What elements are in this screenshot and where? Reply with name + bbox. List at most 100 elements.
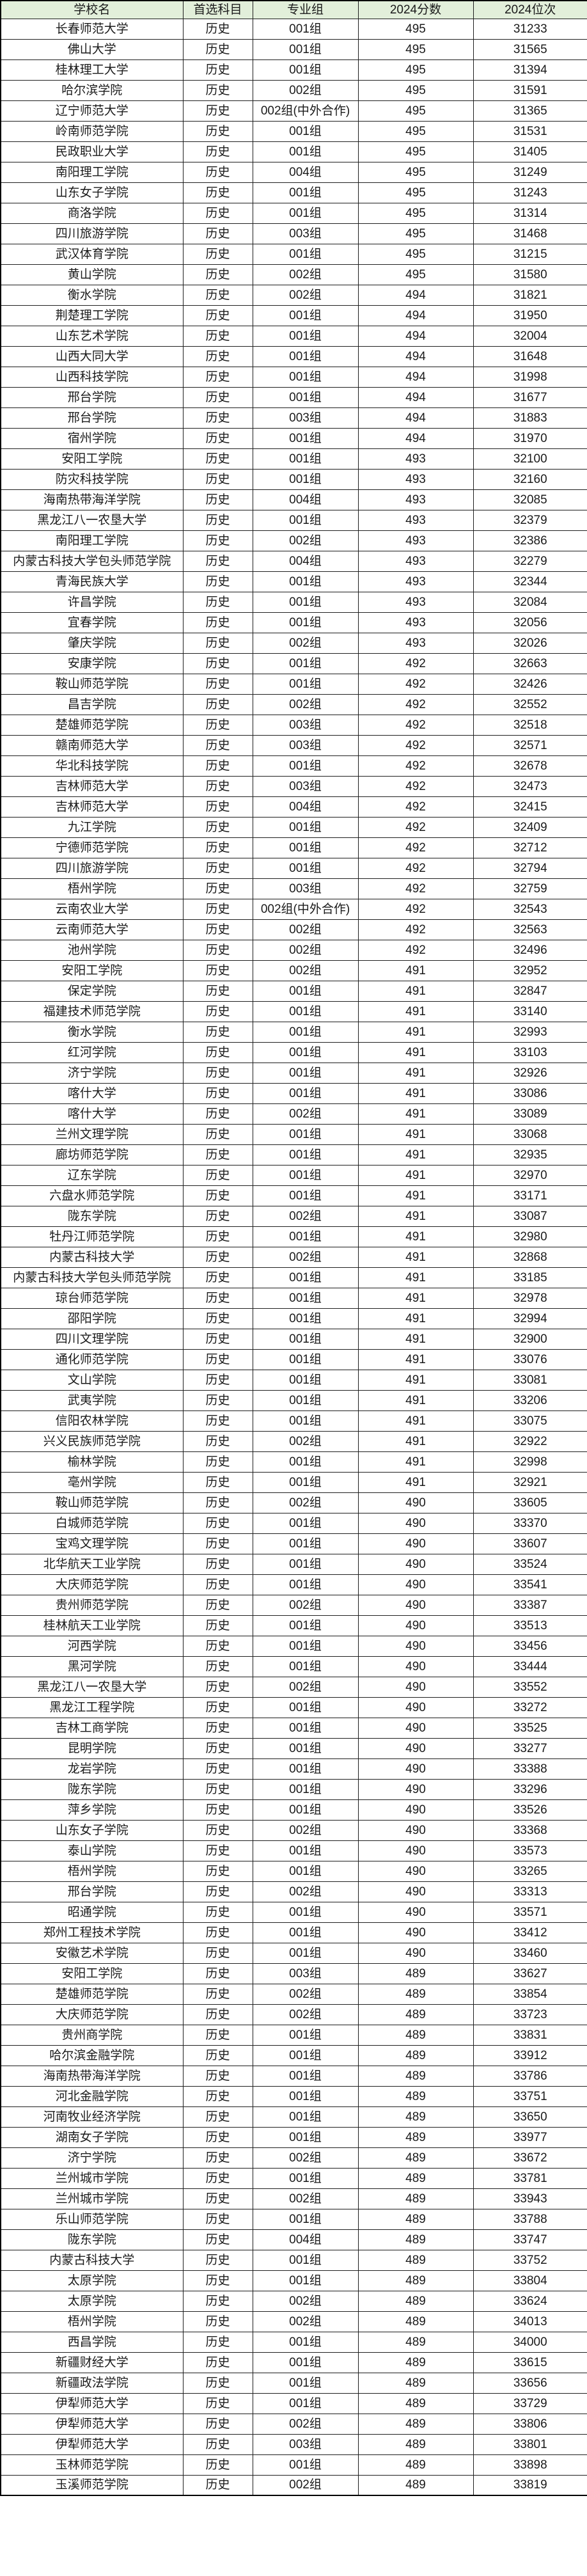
cell-major-group: 002组 xyxy=(252,284,359,306)
cell-major-group: 001组 xyxy=(252,1062,359,1084)
cell-first-subject: 历史 xyxy=(182,2065,253,2087)
cell-rank-2024: 31565 xyxy=(473,38,587,60)
cell-first-subject: 历史 xyxy=(182,1533,253,1554)
table-row: 黑龙江八一农垦大学 历史 002组 490 33552 xyxy=(0,1676,587,1698)
cell-school-name: 邢台学院 xyxy=(0,407,184,429)
cell-school-name: 肇庆学院 xyxy=(0,632,184,654)
table-row: 伊犁师范大学 历史 001组 489 33729 xyxy=(0,2392,587,2414)
table-row: 陇东学院 历史 002组 491 33087 xyxy=(0,1205,587,1227)
cell-rank-2024: 33571 xyxy=(473,1901,587,1923)
cell-score-2024: 490 xyxy=(357,1922,474,1943)
cell-school-name: 民政职业大学 xyxy=(0,141,184,162)
cell-score-2024: 489 xyxy=(357,2147,474,2169)
table-row: 邢台学院 历史 003组 494 31883 xyxy=(0,407,587,429)
cell-first-subject: 历史 xyxy=(182,1963,253,1984)
cell-rank-2024: 33370 xyxy=(473,1512,587,1534)
cell-major-group: 002组 xyxy=(252,79,359,101)
cell-score-2024: 495 xyxy=(357,120,474,142)
table-row: 萍乡学院 历史 001组 490 33526 xyxy=(0,1799,587,1821)
cell-rank-2024: 32379 xyxy=(473,509,587,531)
table-row: 吉林工商学院 历史 001组 490 33525 xyxy=(0,1717,587,1739)
cell-school-name: 武夷学院 xyxy=(0,1389,184,1411)
cell-rank-2024: 34013 xyxy=(473,2311,587,2332)
table-row: 哈尔滨金融学院 历史 001组 489 33912 xyxy=(0,2044,587,2066)
cell-rank-2024: 33185 xyxy=(473,1267,587,1288)
cell-rank-2024: 32970 xyxy=(473,1164,587,1186)
cell-first-subject: 历史 xyxy=(182,1103,253,1125)
cell-school-name: 海南热带海洋学院 xyxy=(0,2065,184,2087)
table-row: 梧州学院 历史 002组 489 34013 xyxy=(0,2311,587,2332)
cell-score-2024: 491 xyxy=(357,980,474,1002)
cell-first-subject: 历史 xyxy=(182,468,253,490)
cell-score-2024: 492 xyxy=(357,673,474,695)
cell-major-group: 001组 xyxy=(252,1778,359,1800)
table-row: 安阳工学院 历史 001组 493 32100 xyxy=(0,448,587,470)
cell-major-group: 002组 xyxy=(252,1246,359,1268)
cell-score-2024: 489 xyxy=(357,2003,474,2025)
cell-school-name: 昌吉学院 xyxy=(0,693,184,715)
cell-first-subject: 历史 xyxy=(182,693,253,715)
cell-score-2024: 494 xyxy=(357,325,474,347)
cell-school-name: 辽宁师范大学 xyxy=(0,100,184,122)
cell-major-group: 001组 xyxy=(252,1308,359,1329)
cell-first-subject: 历史 xyxy=(182,550,253,572)
cell-rank-2024: 32084 xyxy=(473,591,587,613)
cell-rank-2024: 31394 xyxy=(473,59,587,81)
table-row: 山西大同大学 历史 001组 494 31648 xyxy=(0,345,587,367)
cell-major-group: 001组 xyxy=(252,1082,359,1104)
cell-first-subject: 历史 xyxy=(182,1492,253,1513)
cell-major-group: 001组 xyxy=(252,2372,359,2394)
cell-score-2024: 494 xyxy=(357,284,474,306)
table-row: 黑河学院 历史 001组 490 33444 xyxy=(0,1655,587,1677)
table-row: 玉溪师范学院 历史 002组 489 33819 xyxy=(0,2474,587,2496)
cell-school-name: 赣南师范大学 xyxy=(0,734,184,756)
cell-rank-2024: 32952 xyxy=(473,960,587,981)
cell-score-2024: 490 xyxy=(357,1819,474,1841)
cell-score-2024: 489 xyxy=(357,2208,474,2230)
cell-score-2024: 489 xyxy=(357,2167,474,2189)
cell-rank-2024: 31821 xyxy=(473,284,587,306)
cell-school-name: 黑龙江八一农垦大学 xyxy=(0,509,184,531)
cell-rank-2024: 33068 xyxy=(473,1123,587,1145)
cell-score-2024: 491 xyxy=(357,1144,474,1166)
cell-school-name: 衡水学院 xyxy=(0,284,184,306)
cell-rank-2024: 32004 xyxy=(473,325,587,347)
table-row: 宁德师范学院 历史 001组 492 32712 xyxy=(0,837,587,858)
table-row: 喀什大学 历史 001组 491 33086 xyxy=(0,1082,587,1104)
cell-first-subject: 历史 xyxy=(182,386,253,408)
table-row: 贵州师范学院 历史 002组 490 33387 xyxy=(0,1594,587,1616)
cell-school-name: 大庆师范学院 xyxy=(0,2003,184,2025)
cell-major-group: 001组 xyxy=(252,1287,359,1309)
cell-school-name: 桂林理工大学 xyxy=(0,59,184,81)
cell-first-subject: 历史 xyxy=(182,2392,253,2414)
cell-school-name: 哈尔滨金融学院 xyxy=(0,2044,184,2066)
cell-school-name: 辽东学院 xyxy=(0,1164,184,1186)
table-row: 吉林师范大学 历史 004组 492 32415 xyxy=(0,796,587,818)
cell-rank-2024: 32921 xyxy=(473,1471,587,1493)
cell-first-subject: 历史 xyxy=(182,1696,253,1718)
table-row: 梧州学院 历史 001组 490 33265 xyxy=(0,1860,587,1882)
cell-school-name: 桂林航天工业学院 xyxy=(0,1615,184,1636)
cell-first-subject: 历史 xyxy=(182,2454,253,2476)
col-header-major-group: 专业组 xyxy=(252,0,359,19)
cell-rank-2024: 33552 xyxy=(473,1676,587,1698)
cell-first-subject: 历史 xyxy=(182,59,253,81)
table-row: 华北科技学院 历史 001组 492 32678 xyxy=(0,755,587,777)
cell-school-name: 楚雄师范学院 xyxy=(0,1983,184,2005)
cell-first-subject: 历史 xyxy=(182,1226,253,1247)
cell-major-group: 001组 xyxy=(252,1615,359,1636)
cell-rank-2024: 33277 xyxy=(473,1737,587,1759)
cell-first-subject: 历史 xyxy=(182,141,253,162)
cell-first-subject: 历史 xyxy=(182,223,253,244)
cell-major-group: 001组 xyxy=(252,1164,359,1186)
cell-major-group: 001组 xyxy=(252,2270,359,2291)
cell-major-group: 003组 xyxy=(252,878,359,899)
cell-score-2024: 491 xyxy=(357,1348,474,1370)
cell-first-subject: 历史 xyxy=(182,1430,253,1452)
table-row: 长春师范大学 历史 001组 495 31233 xyxy=(0,18,587,40)
cell-rank-2024: 33801 xyxy=(473,2433,587,2455)
table-row: 四川文理学院 历史 001组 491 32900 xyxy=(0,1328,587,1350)
cell-score-2024: 492 xyxy=(357,919,474,940)
cell-school-name: 大庆师范学院 xyxy=(0,1574,184,1595)
cell-school-name: 榆林学院 xyxy=(0,1451,184,1473)
